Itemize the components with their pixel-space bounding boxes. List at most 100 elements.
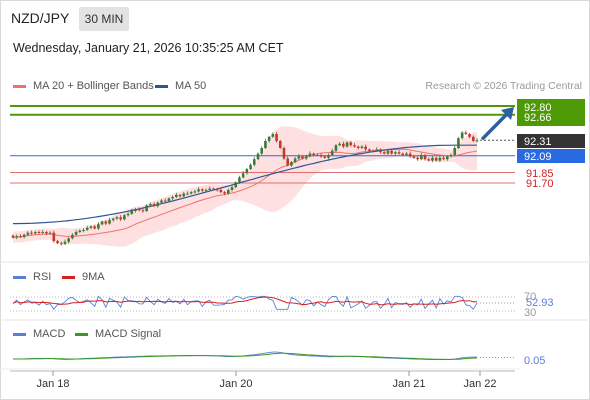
candle [204, 188, 208, 192]
candle [460, 130, 464, 140]
candle-body [345, 142, 349, 147]
candle [312, 152, 315, 157]
candle-body [319, 155, 323, 157]
projection-arrow-head [501, 107, 514, 120]
symbol-title: NZD/JPY [11, 10, 70, 26]
candle [245, 167, 249, 175]
candle-body [431, 157, 434, 161]
candle-body [182, 193, 186, 197]
candle [100, 220, 104, 226]
s2-label: 91.70 [526, 178, 554, 190]
ma20-legend-label: MA 20 + Bollinger Bands [33, 80, 154, 92]
candle [286, 156, 289, 167]
candle [345, 141, 349, 148]
candle-body [111, 218, 115, 221]
candle-body [401, 153, 405, 155]
candle [375, 147, 379, 152]
candle-body [41, 232, 44, 233]
candle [327, 153, 330, 160]
candle [252, 157, 256, 167]
candle [405, 151, 408, 157]
candle [278, 139, 282, 150]
candle [256, 152, 260, 161]
candle-body [204, 190, 208, 191]
ma20-line [12, 148, 478, 239]
candle-body [234, 182, 238, 188]
candle-body [108, 220, 111, 224]
candle [15, 234, 19, 240]
last-price-label-bg [517, 134, 585, 148]
candle [334, 144, 338, 153]
candle-body [223, 192, 226, 194]
resistance-label-bg [517, 99, 585, 126]
candle-body [208, 188, 212, 190]
candle-body [438, 157, 442, 161]
timeframe-badge[interactable]: 30 MIN [79, 7, 129, 31]
candle-body [457, 138, 460, 148]
macd-signal-legend-label: MACD Signal [95, 328, 162, 340]
candle [282, 146, 286, 161]
candle-body [152, 204, 156, 207]
candle-body [134, 208, 137, 211]
candle [457, 137, 460, 150]
candle [189, 191, 193, 195]
candle [19, 234, 22, 238]
candle [137, 207, 141, 212]
candle [22, 233, 26, 239]
candle-body [297, 156, 301, 159]
candle-body [33, 232, 37, 234]
candle-body [334, 145, 338, 151]
candle [416, 156, 419, 161]
candle [175, 192, 178, 199]
candle-body [330, 150, 334, 155]
candle-body [386, 150, 390, 154]
candle [301, 155, 304, 160]
candle [379, 148, 382, 154]
candle-body [212, 188, 215, 190]
r2-label: 92.80 [524, 102, 552, 114]
candle [471, 135, 475, 143]
macd-legend-swatch [13, 333, 26, 336]
candle-body [48, 232, 52, 234]
candle [45, 230, 48, 236]
candle-body [193, 191, 197, 193]
candle-body [104, 221, 108, 224]
candle-body [371, 150, 375, 152]
candle-body [420, 155, 423, 160]
rsi-value-label: 52.93 [526, 297, 554, 309]
candle-body [375, 149, 379, 151]
candle [67, 237, 70, 244]
macd-plot [13, 351, 515, 361]
candle [427, 157, 431, 162]
x-label-jan20: Jan 20 [219, 378, 252, 390]
candle-body [189, 192, 193, 194]
candle [141, 208, 145, 213]
candle-body [312, 153, 315, 155]
candle-body [390, 150, 393, 154]
bollinger-band [13, 126, 477, 247]
candle [160, 198, 163, 204]
candle-body [408, 153, 412, 157]
last-price-label: 92.31 [524, 136, 552, 148]
candle-body [67, 238, 70, 242]
candle-body [412, 156, 416, 158]
candle-body [201, 189, 204, 191]
candle-body [252, 159, 256, 165]
candle [264, 138, 267, 150]
candle-body [197, 189, 200, 192]
candle [201, 188, 204, 193]
candle-body [93, 226, 96, 229]
candle-body [63, 241, 67, 244]
candle [56, 240, 59, 245]
candle [449, 153, 453, 158]
candle [431, 155, 434, 163]
candle-body [323, 156, 327, 158]
candle-body [130, 211, 134, 214]
candle [423, 153, 427, 161]
rsi-plot [10, 295, 515, 312]
candle-body [468, 134, 471, 137]
candle-body [11, 235, 15, 238]
candle [260, 146, 264, 156]
pivot-label-bg [517, 149, 585, 163]
candle [30, 230, 33, 236]
